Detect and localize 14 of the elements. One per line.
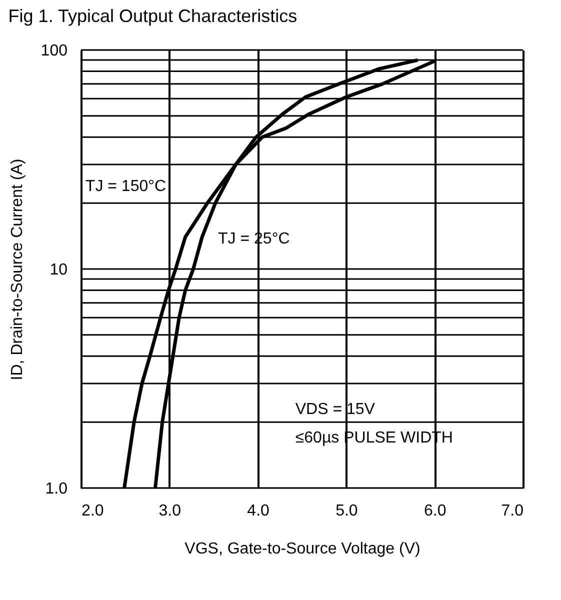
x-tick-label: 4.0 (247, 502, 270, 520)
y-axis-title: ID, Drain-to-Source Current (A) (8, 158, 26, 380)
annotation: VDS = 15V (295, 401, 376, 418)
x-tick-label: 3.0 (158, 502, 182, 520)
y-tick-label: 10 (50, 262, 68, 278)
x-tick-label: 7.0 (501, 502, 524, 520)
y-tick-label: 100 (40, 42, 68, 60)
x-axis-title: VGS, Gate-to-Source Voltage (V) (184, 540, 420, 558)
x-tick-label: 2.0 (82, 502, 104, 520)
chart-title: Fig 1. Typical Output Characteristics (8, 6, 298, 26)
x-tick-label: 5.0 (336, 502, 358, 520)
y-tick-label: 1.0 (45, 480, 68, 498)
x-tick-label: 6.0 (424, 502, 446, 520)
annotation: TJ = 150°C (85, 178, 166, 195)
